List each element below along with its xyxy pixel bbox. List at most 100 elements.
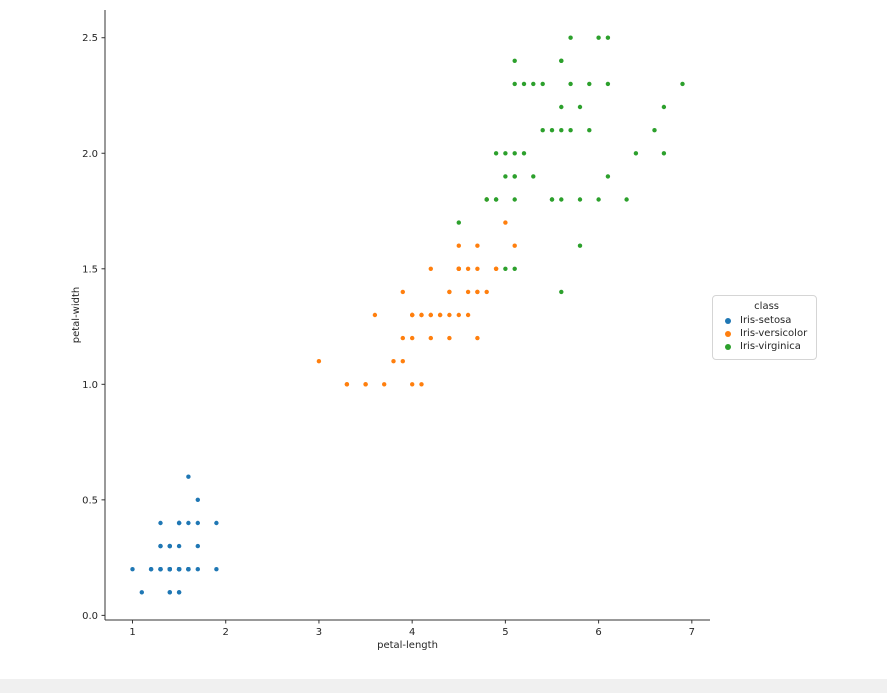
data-point (372, 312, 378, 318)
data-point (176, 590, 182, 595)
data-point (130, 567, 135, 572)
data-point (400, 359, 405, 364)
data-point (633, 151, 639, 156)
data-point (512, 151, 517, 156)
data-point (344, 382, 350, 387)
data-point (400, 289, 405, 295)
data-point (531, 81, 536, 87)
data-point (176, 567, 182, 572)
data-point (186, 520, 191, 526)
legend-item: Iris-virginica (720, 340, 807, 353)
data-point (437, 312, 443, 318)
legend-swatch-icon (725, 317, 731, 324)
data-point (652, 128, 657, 133)
data-point (158, 543, 163, 549)
data-point (512, 197, 517, 202)
data-point (559, 58, 564, 63)
data-point (382, 382, 387, 387)
x-tick-label: 4 (409, 627, 415, 638)
x-tick-label: 1 (129, 627, 135, 638)
y-tick-label: 2.5 (82, 33, 98, 44)
data-point (316, 359, 322, 364)
data-point (596, 35, 601, 40)
data-point (484, 289, 489, 295)
data-point (428, 266, 433, 271)
data-point (176, 520, 182, 526)
data-point (456, 220, 461, 225)
data-point (391, 359, 396, 364)
legend-swatch-icon (725, 330, 731, 337)
data-point (167, 590, 172, 595)
data-point (587, 81, 592, 87)
data-point (540, 81, 545, 87)
data-point (419, 382, 424, 387)
data-point (410, 335, 415, 341)
data-point (577, 104, 583, 110)
data-point (512, 58, 517, 63)
data-point (549, 128, 555, 133)
y-tick-label: 1.0 (82, 380, 98, 391)
legend-items: Iris-setosa Iris-versicolor Iris-virginica (720, 314, 807, 353)
data-point (447, 312, 452, 318)
legend-title: class (754, 301, 779, 312)
data-point (559, 128, 564, 133)
data-point (503, 151, 508, 156)
data-point (531, 174, 536, 179)
data-point (521, 151, 527, 156)
data-point (493, 266, 499, 271)
data-point (363, 382, 368, 387)
legend-label: Iris-versicolor (740, 328, 808, 339)
y-tick-label: 0.0 (82, 611, 98, 622)
data-point (596, 197, 601, 202)
data-point (195, 497, 200, 502)
data-point (605, 81, 611, 87)
x-axis-label: petal-length (377, 640, 438, 651)
data-point (559, 104, 564, 110)
x-tick-label: 3 (316, 627, 322, 638)
data-point (503, 220, 508, 225)
data-point (195, 543, 200, 549)
data-point (577, 243, 583, 248)
data-point (484, 197, 489, 202)
data-point (158, 520, 163, 526)
legend-item: Iris-setosa (720, 314, 807, 327)
data-point (661, 151, 667, 156)
data-point (447, 335, 452, 341)
data-point (447, 289, 452, 295)
data-point (493, 197, 499, 202)
legend-label: Iris-setosa (740, 315, 792, 326)
legend-swatch-icon (725, 343, 731, 350)
data-point (465, 312, 471, 318)
legend: class Iris-setosa Iris-versicolor Iris-vir… (712, 295, 818, 360)
data-point (176, 543, 182, 549)
data-point (465, 266, 471, 271)
data-point (410, 382, 415, 387)
data-point (475, 289, 480, 295)
data-point (428, 312, 433, 318)
data-point (456, 312, 461, 318)
data-point (167, 567, 172, 572)
data-point (419, 312, 424, 318)
data-point (428, 335, 433, 341)
data-point (512, 174, 517, 179)
data-point (568, 81, 573, 87)
data-point (214, 520, 219, 526)
data-point (493, 151, 499, 156)
data-point (512, 266, 517, 271)
data-point (587, 128, 592, 133)
data-point (167, 543, 172, 549)
data-point (512, 81, 517, 87)
data-point (521, 81, 527, 87)
data-point (680, 81, 685, 87)
data-point (475, 266, 480, 271)
legend-label: Iris-virginica (740, 341, 801, 352)
data-point (605, 174, 611, 179)
data-point (605, 35, 611, 40)
data-point (214, 567, 219, 572)
data-point (158, 567, 163, 572)
x-tick-label: 2 (223, 627, 229, 638)
x-tick-label: 5 (502, 627, 508, 638)
data-point (624, 197, 629, 202)
